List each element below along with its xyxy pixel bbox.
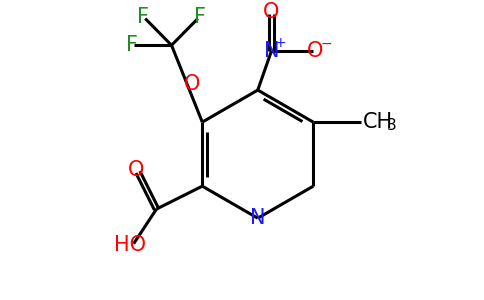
Text: N: N	[250, 208, 266, 228]
Text: CH: CH	[363, 112, 393, 132]
Text: O: O	[307, 41, 323, 61]
Text: +: +	[274, 36, 286, 50]
Text: F: F	[194, 7, 206, 27]
Text: HO: HO	[114, 235, 146, 255]
Text: N: N	[264, 41, 279, 61]
Text: O: O	[263, 2, 280, 22]
Text: −: −	[321, 37, 333, 51]
Text: 3: 3	[387, 118, 397, 133]
Text: O: O	[128, 160, 144, 180]
Text: F: F	[126, 35, 138, 55]
Text: O: O	[183, 74, 200, 94]
Text: F: F	[137, 7, 149, 27]
